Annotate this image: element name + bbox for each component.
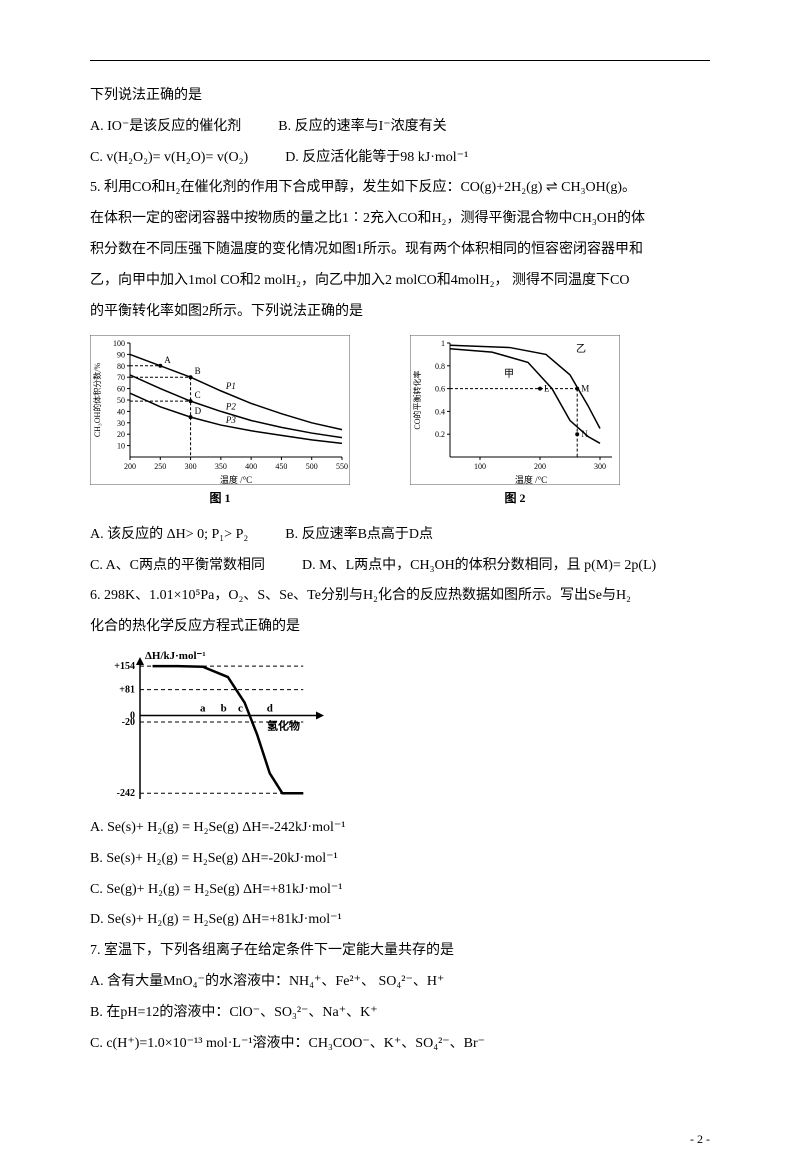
q5-opt-a: A. 该反应的 ΔH> 0; P₁> P₂ — [90, 520, 248, 551]
svg-text:80: 80 — [117, 362, 125, 371]
svg-text:M: M — [581, 384, 589, 394]
svg-text:300: 300 — [185, 462, 197, 471]
svg-text:c: c — [238, 703, 243, 715]
q5-opt-d: D. M、L两点中，CH₃OH的体积分数相同，且 p(M)= 2p(L) — [302, 551, 656, 582]
svg-text:P1: P1 — [225, 381, 236, 391]
q5-figures: 200 250 300 350 400 450 500 550 10 20 30 40 50 60 70 80… — [90, 335, 710, 511]
svg-text:0.6: 0.6 — [435, 385, 445, 394]
svg-text:90: 90 — [117, 351, 125, 360]
svg-text:450: 450 — [275, 462, 287, 471]
svg-text:0.8: 0.8 — [435, 362, 445, 371]
svg-text:d: d — [267, 703, 273, 715]
svg-text:温度 /°C: 温度 /°C — [515, 474, 547, 485]
q7-opt-a: A. 含有大量MnO₄⁻的水溶液中：NH₄⁺、Fe²⁺、 SO₄²⁻、H⁺ — [90, 967, 710, 998]
svg-text:C: C — [195, 391, 201, 401]
q5-fig2-caption: 图 2 — [410, 485, 620, 511]
q5-figure-1: 200 250 300 350 400 450 500 550 10 20 30 40 50 60 70 80… — [90, 335, 350, 511]
svg-text:D: D — [195, 406, 202, 416]
svg-text:+154: +154 — [114, 661, 135, 672]
svg-text:氢化物: 氢化物 — [267, 719, 300, 733]
svg-text:200: 200 — [534, 462, 546, 471]
svg-text:60: 60 — [117, 385, 125, 394]
q5-fig1-caption: 图 1 — [90, 485, 350, 511]
svg-text:b: b — [221, 703, 227, 715]
svg-text:500: 500 — [306, 462, 318, 471]
svg-text:0.2: 0.2 — [435, 431, 445, 440]
q5-stem-5: 的平衡转化率如图2所示。下列说法正确的是 — [90, 297, 710, 328]
svg-text:250: 250 — [154, 462, 166, 471]
svg-text:L: L — [544, 384, 550, 394]
q-prev-opt-a: A. IO⁻是该反应的催化剂 — [90, 112, 241, 143]
q-prev-stem: 下列说法正确的是 — [90, 81, 710, 112]
q6-stem-1: 6. 298K、1.01×10⁵Pa，O₂、S、Se、Te分别与H₂化合的反应热… — [90, 581, 710, 612]
svg-text:B: B — [195, 367, 201, 377]
svg-text:P3: P3 — [225, 415, 236, 425]
svg-text:乙: 乙 — [576, 343, 586, 355]
q6-opt-d: D. Se(s)+ H₂(g) = H₂Se(g) ΔH=+81kJ·mol⁻¹ — [90, 905, 710, 936]
q5-opt-b: B. 反应速率B点高于D点 — [285, 520, 433, 551]
q7-opt-c: C. c(H⁺)=1.0×10⁻¹³ mol·L⁻¹溶液中：CH₃COO⁻、K⁺… — [90, 1029, 710, 1060]
q5-options-1: A. 该反应的 ΔH> 0; P₁> P₂ B. 反应速率B点高于D点 — [90, 520, 710, 551]
q-prev-opt-b: B. 反应的速率与I⁻浓度有关 — [278, 112, 446, 143]
q5-stem-4: 乙，向甲中加入1mol CO和2 molH₂，向乙中加入2 molCO和4mol… — [90, 266, 710, 297]
svg-text:70: 70 — [117, 374, 125, 383]
svg-text:20: 20 — [117, 431, 125, 440]
q5-stem-3: 积分数在不同压强下随温度的变化情况如图1所示。现有两个体积相同的恒容密闭容器甲和 — [90, 235, 710, 266]
svg-text:400: 400 — [245, 462, 257, 471]
svg-text:CO的平衡转化率: CO的平衡转化率 — [412, 371, 422, 430]
svg-text:甲: 甲 — [504, 370, 514, 381]
q-prev-options-2: C. v(H₂O₂)= v(H₂O)= v(O₂) D. 反应活化能等于98 k… — [90, 143, 710, 174]
svg-text:0.4: 0.4 — [435, 408, 445, 417]
q6-opt-a: A. Se(s)+ H₂(g) = H₂Se(g) ΔH=-242kJ·mol⁻… — [90, 813, 710, 844]
q6-stem-2: 化合的热化学反应方程式正确的是 — [90, 612, 710, 643]
q5-stem-1: 5. 利用CO和H₂在催化剂的作用下合成甲醇，发生如下反应：CO(g)+2H₂(… — [90, 173, 710, 204]
q5-chart-2: 100 200 300 0.2 0.4 0.6 0.8 1 L M N 甲 乙温度 /°C CO的平衡转化… — [410, 335, 620, 485]
svg-text:10: 10 — [117, 442, 125, 451]
q6-opt-c: C. Se(g)+ H₂(g) = H₂Se(g) ΔH=+81kJ·mol⁻¹ — [90, 875, 710, 906]
svg-text:A: A — [164, 355, 171, 365]
q5-chart-1: 200 250 300 350 400 450 500 550 10 20 30 40 50 60 70 80… — [90, 335, 350, 485]
svg-text:350: 350 — [215, 462, 227, 471]
q-prev-opt-d: D. 反应活化能等于98 kJ·mol⁻¹ — [285, 143, 468, 174]
q-prev-options-1: A. IO⁻是该反应的催化剂 B. 反应的速率与I⁻浓度有关 — [90, 112, 710, 143]
svg-text:550: 550 — [336, 462, 348, 471]
q6-chart: +154+810-20-242abcdΔH/kJ·mol⁻¹氢化物 — [90, 643, 330, 813]
svg-text:-20: -20 — [122, 717, 135, 728]
q5-options-2: C. A、C两点的平衡常数相同 D. M、L两点中，CH₃OH的体积分数相同，且… — [90, 551, 710, 582]
q6-figure: +154+810-20-242abcdΔH/kJ·mol⁻¹氢化物 — [90, 643, 710, 813]
q-prev-opt-c: C. v(H₂O₂)= v(H₂O)= v(O₂) — [90, 143, 248, 174]
svg-text:100: 100 — [113, 339, 125, 348]
svg-text:P2: P2 — [225, 402, 236, 412]
svg-text:100: 100 — [474, 462, 486, 471]
q5-opt-c: C. A、C两点的平衡常数相同 — [90, 551, 265, 582]
svg-text:+81: +81 — [119, 685, 135, 696]
svg-text:CH₃OH的体积分数/%: CH₃OH的体积分数/% — [92, 363, 102, 438]
svg-text:50: 50 — [117, 396, 125, 405]
svg-text:30: 30 — [117, 419, 125, 428]
svg-text:40: 40 — [117, 408, 125, 417]
q7-stem: 7. 室温下，下列各组离子在给定条件下一定能大量共存的是 — [90, 936, 710, 967]
q5-stem-2: 在体积一定的密闭容器中按物质的量之比1∶2充入CO和H₂，测得平衡混合物中CH₃… — [90, 204, 710, 235]
svg-text:ΔH/kJ·mol⁻¹: ΔH/kJ·mol⁻¹ — [145, 650, 206, 662]
svg-text:300: 300 — [594, 462, 606, 471]
q7-opt-b: B. 在pH=12的溶液中：ClO⁻、SO₃²⁻、Na⁺、K⁺ — [90, 998, 710, 1029]
svg-text:1: 1 — [441, 339, 445, 348]
svg-text:-242: -242 — [117, 788, 135, 799]
q5-figure-2: 100 200 300 0.2 0.4 0.6 0.8 1 L M N 甲 乙温度 /°C CO的平衡转化… — [410, 335, 620, 511]
svg-text:温度 /°C: 温度 /°C — [220, 474, 252, 485]
svg-text:N: N — [581, 430, 588, 440]
svg-text:200: 200 — [124, 462, 136, 471]
q6-opt-b: B. Se(s)+ H₂(g) = H₂Se(g) ΔH=-20kJ·mol⁻¹ — [90, 844, 710, 875]
page-number: - 2 - — [690, 1126, 710, 1152]
svg-text:a: a — [200, 703, 206, 715]
